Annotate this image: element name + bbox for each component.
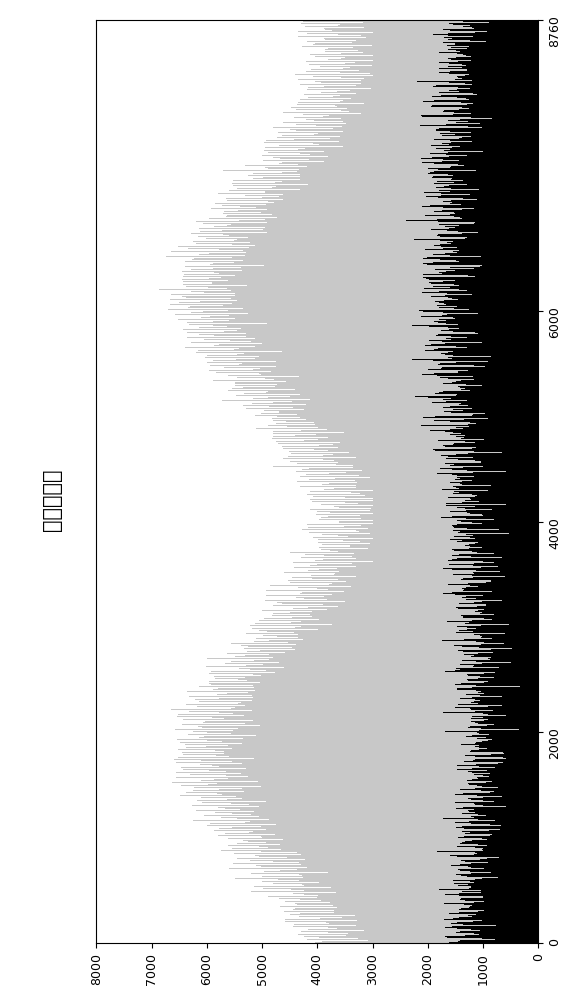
Text: 系统总负荷: 系统总负荷	[42, 469, 62, 531]
